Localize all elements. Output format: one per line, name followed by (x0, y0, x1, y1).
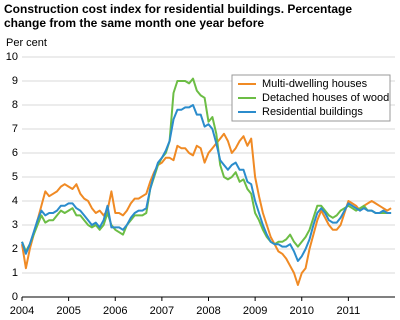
series-line (21, 104, 392, 262)
series-line (21, 77, 392, 253)
y-tick-label: 1 (12, 267, 18, 279)
legend-label: Detached houses of wood (262, 92, 389, 104)
y-tick-label: 10 (6, 51, 18, 63)
chart-title: Construction cost index for residential … (4, 2, 353, 30)
legend-label: Multi-dwelling houses (262, 78, 368, 90)
x-tick-label: 2011 (337, 305, 361, 317)
x-tick-label: 2009 (243, 305, 267, 317)
x-tick-label: 2004 (10, 305, 34, 317)
y-tick-label: 2 (12, 243, 18, 255)
x-tick-label: 2005 (56, 305, 80, 317)
legend-box (231, 74, 391, 122)
y-tick-label: 7 (12, 123, 18, 135)
y-axis-label: Per cent (6, 37, 47, 49)
y-tick-label: 9 (12, 75, 18, 87)
y-tick-label: 6 (12, 147, 18, 159)
x-tick-label: 2010 (290, 305, 314, 317)
y-tick-label: 8 (12, 99, 18, 111)
y-tick-label: 3 (12, 219, 18, 231)
x-tick-label: 2008 (196, 305, 220, 317)
x-tick-label: 2007 (150, 305, 174, 317)
legend-label: Residential buildings (262, 106, 363, 118)
x-tick-label: 2006 (103, 305, 127, 317)
series-line (21, 132, 392, 286)
y-tick-label: 0 (12, 291, 18, 303)
y-tick-label: 4 (12, 195, 18, 207)
y-tick-label: 5 (12, 171, 18, 183)
